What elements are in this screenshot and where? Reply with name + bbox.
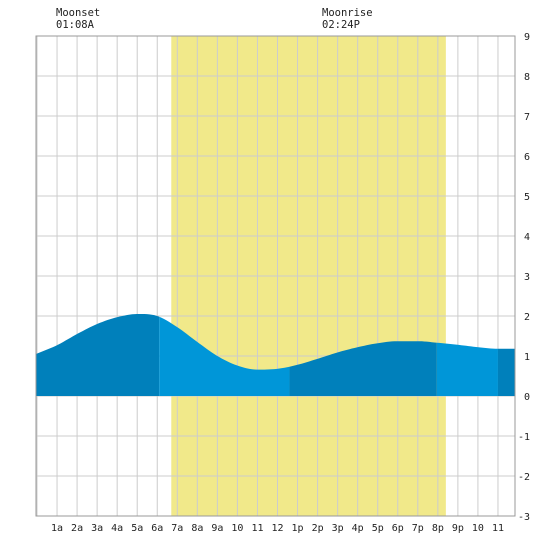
x-tick-label: 2a (71, 523, 83, 534)
y-tick-label: 7 (524, 112, 530, 123)
x-tick-label: 7p (412, 523, 424, 534)
moonrise-time: 02:24P (322, 19, 360, 31)
x-tick-label: 6p (392, 523, 404, 534)
tide-segment-4 (436, 342, 498, 396)
x-tick-label: 12 (271, 523, 283, 534)
y-tick-label: 1 (524, 352, 530, 363)
tide-segment-1 (36, 314, 160, 396)
y-tick-label: 5 (524, 192, 530, 203)
x-tick-label: 1a (51, 523, 63, 534)
x-tick-label: 8p (432, 523, 444, 534)
y-tick-label: 0 (524, 392, 530, 403)
x-tick-label: 2p (312, 523, 324, 534)
y-axis: -3 -2 -1 0 1 2 3 4 5 6 7 8 9 (518, 32, 530, 523)
y-tick-label: 2 (524, 312, 530, 323)
y-tick-label: -3 (518, 512, 530, 523)
y-tick-label: 9 (524, 32, 530, 43)
moonset-label: Moonset (56, 7, 101, 19)
moonrise-label: Moonrise (322, 7, 373, 19)
x-tick-label: 8a (191, 523, 203, 534)
x-tick-label: 3a (91, 523, 103, 534)
tide-area (36, 314, 515, 396)
x-tick-label: 9a (211, 523, 223, 534)
x-tick-label: 4p (352, 523, 364, 534)
y-tick-label: 6 (524, 152, 530, 163)
x-tick-label: 6a (151, 523, 163, 534)
y-tick-label: 8 (524, 72, 530, 83)
x-tick-label: 4a (111, 523, 123, 534)
x-tick-label: 11 (492, 523, 504, 534)
x-tick-label: 10 (231, 523, 243, 534)
tide-segment-2 (159, 316, 290, 396)
y-tick-label: -2 (518, 472, 530, 483)
moonset-time: 01:08A (56, 19, 94, 31)
x-tick-label: 1p (292, 523, 304, 534)
y-tick-label: 4 (524, 232, 530, 243)
x-tick-label: 5p (372, 523, 384, 534)
x-tick-label: 5a (131, 523, 143, 534)
x-tick-label: 9p (452, 523, 464, 534)
y-tick-label: 3 (524, 272, 530, 283)
x-axis: 1a 2a 3a 4a 5a 6a 7a 8a 9a 10 11 12 1p 2p 3p 4p 5p 6p 7p 8p… (51, 523, 504, 534)
x-tick-label: 7a (171, 523, 183, 534)
x-tick-label: 11 (251, 523, 263, 534)
plot-frame (35, 35, 516, 517)
x-tick-label: 10 (472, 523, 484, 534)
tide-segment-5 (497, 348, 515, 396)
y-tick-label: -1 (518, 432, 530, 443)
x-tick-label: 3p (332, 523, 344, 534)
grid-lines (36, 35, 515, 517)
tide-segment-3 (289, 341, 437, 396)
